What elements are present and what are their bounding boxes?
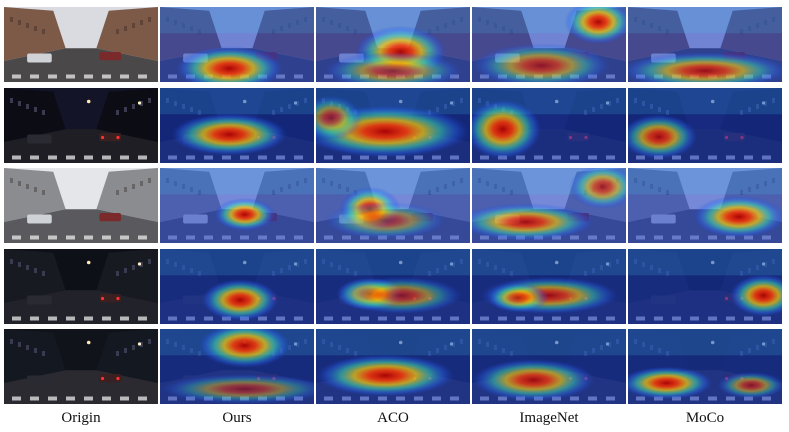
ours-heatmap-5 (160, 329, 314, 404)
ours-heatmap-1 (160, 7, 314, 82)
scene-night-crosswalk (160, 329, 314, 404)
scene-night-street-billboard (4, 88, 158, 163)
scene-day-street-cars (628, 168, 782, 243)
column-label-origin: Origin (61, 410, 101, 426)
origin-image-3 (4, 168, 158, 243)
moco-heatmap-1 (628, 7, 782, 82)
scene-day-street-cars (316, 168, 470, 243)
ours-heatmap-3 (160, 168, 314, 243)
ours-heatmap-2 (160, 88, 314, 163)
imagenet-heatmap-1 (472, 7, 626, 82)
column-label-imagenet: ImageNet (519, 410, 579, 426)
scene-night-intersection-lights (316, 249, 470, 324)
aco-heatmap-3 (316, 168, 470, 243)
scene-day-street-cars (4, 168, 158, 243)
scene-day-street-buildings (160, 7, 314, 82)
scene-day-street-buildings (472, 7, 626, 82)
column-label-moco: MoCo (685, 410, 725, 426)
scene-night-intersection-lights (4, 249, 158, 324)
scene-day-street-buildings (628, 7, 782, 82)
moco-heatmap-4 (628, 249, 782, 324)
moco-heatmap-5 (628, 329, 782, 404)
origin-image-2 (4, 88, 158, 163)
scene-night-crosswalk (316, 329, 470, 404)
column-label-ours: Ours (222, 410, 252, 426)
scene-night-intersection-lights (628, 249, 782, 324)
scene-night-crosswalk (628, 329, 782, 404)
scene-night-intersection-lights (472, 249, 626, 324)
scene-day-street-cars (160, 168, 314, 243)
scene-day-street-cars (472, 168, 626, 243)
column-label-aco: ACO (377, 410, 409, 426)
imagenet-heatmap-2 (472, 88, 626, 163)
scene-night-street-billboard (160, 88, 314, 163)
imagenet-heatmap-4 (472, 249, 626, 324)
aco-heatmap-5 (316, 329, 470, 404)
aco-heatmap-2 (316, 88, 470, 163)
aco-heatmap-4 (316, 249, 470, 324)
origin-image-1 (4, 7, 158, 82)
ours-heatmap-4 (160, 249, 314, 324)
scene-night-crosswalk (4, 329, 158, 404)
scene-day-street-buildings (4, 7, 158, 82)
scene-night-crosswalk (472, 329, 626, 404)
scene-night-street-billboard (472, 88, 626, 163)
origin-image-4 (4, 249, 158, 324)
imagenet-heatmap-3 (472, 168, 626, 243)
scene-night-street-billboard (316, 88, 470, 163)
aco-heatmap-1 (316, 7, 470, 82)
scene-night-intersection-lights (160, 249, 314, 324)
imagenet-heatmap-5 (472, 329, 626, 404)
moco-heatmap-3 (628, 168, 782, 243)
moco-heatmap-2 (628, 88, 782, 163)
scene-day-street-buildings (316, 7, 470, 82)
scene-night-street-billboard (628, 88, 782, 163)
origin-image-5 (4, 329, 158, 404)
